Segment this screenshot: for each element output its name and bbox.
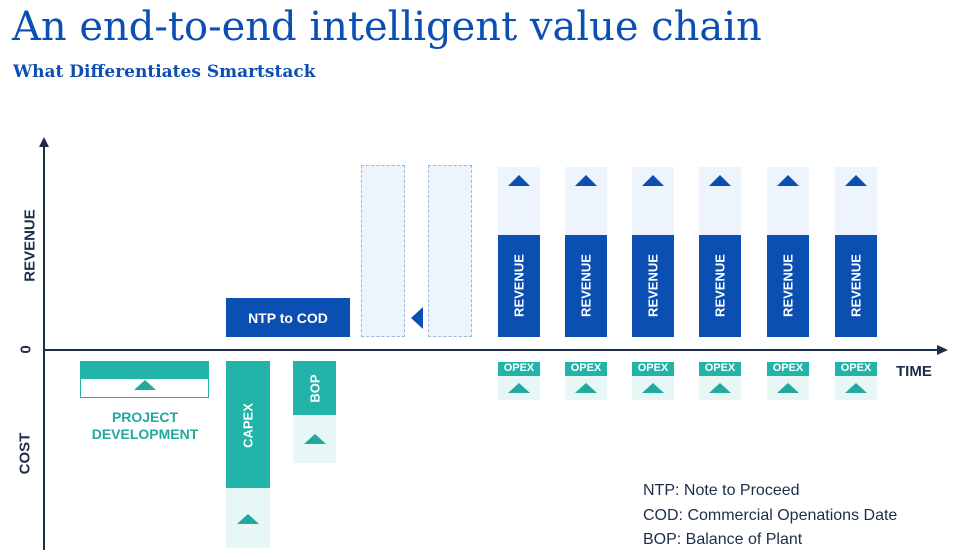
bop-up-icon [304,434,326,444]
capex-up-icon [237,514,259,524]
y-axis [43,145,45,550]
opex-tag: OPEX [699,362,741,376]
legend-item-cod: COD: Commercial Openations Date [643,507,898,524]
bop-bar [293,361,336,415]
revenue-bar [835,235,877,337]
transition-column-2 [428,165,472,337]
x-axis-arrow-icon [937,345,948,355]
zero-label: 0 [17,345,35,354]
project-development-label-line2: DEVELOPMENT [91,426,199,442]
opex-tag: OPEX [767,362,809,376]
transition-column-1 [361,165,405,337]
revenue-bar [699,235,741,337]
revenue-up-icon [575,175,597,186]
revenue-bar [565,235,607,337]
ntp-to-cod-label: NTP to COD [248,310,328,326]
revenue-bar [767,235,809,337]
revenue-bar [498,235,540,337]
opex-tag: OPEX [498,362,540,376]
revenue-up-icon [709,175,731,186]
x-axis-time-label: TIME [896,363,932,380]
opex-tag: OPEX [835,362,877,376]
opex-tag: OPEX [565,362,607,376]
opex-up-icon [709,383,731,393]
opex-up-icon [845,383,867,393]
legend-item-bop: BOP: Balance of Plant [643,531,803,548]
x-axis [43,349,938,351]
revenue-bar-label: REVENUE [780,254,796,317]
transition-left-icon [411,307,423,329]
revenue-up-icon [777,175,799,186]
opex-up-icon [777,383,799,393]
y-axis-arrow-icon [39,137,49,147]
capex-label: CAPEX [240,403,256,448]
revenue-bar-label: REVENUE [712,254,728,317]
y-axis-cost-label: COST [16,432,34,475]
revenue-bar-label: REVENUE [511,254,527,317]
revenue-bar [632,235,674,337]
project-development-label-line1: PROJECT [111,409,179,425]
revenue-bar-label: REVENUE [578,254,594,317]
revenue-bar-label: REVENUE [848,254,864,317]
revenue-up-icon [845,175,867,186]
project-development-up-icon [134,380,156,390]
legend-item-ntp: NTP: Note to Proceed [643,482,800,499]
opex-up-icon [508,383,530,393]
page-subtitle: What Differentiates Smartstack [13,62,316,82]
revenue-up-icon [642,175,664,186]
opex-tag: OPEX [632,362,674,376]
ntp-to-cod-bar [226,298,350,337]
revenue-up-icon [508,175,530,186]
y-axis-revenue-label: REVENUE [21,209,39,282]
page-title: An end-to-end intelligent value chain [12,4,762,50]
project-development-label: PROJECT DEVELOPMENT [74,409,216,443]
opex-up-icon [642,383,664,393]
revenue-bar-label: REVENUE [645,254,661,317]
capex-bar [226,361,270,488]
project-development-bar [80,361,209,378]
opex-up-icon [575,383,597,393]
